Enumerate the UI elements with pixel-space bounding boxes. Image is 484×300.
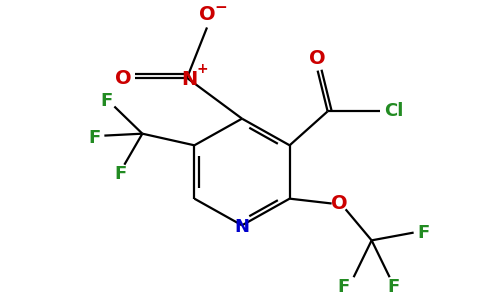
Text: F: F xyxy=(388,278,400,296)
Text: N: N xyxy=(235,218,249,236)
Text: N: N xyxy=(181,70,197,89)
Text: O: O xyxy=(199,5,215,24)
Text: F: F xyxy=(100,92,112,110)
Text: Cl: Cl xyxy=(384,102,403,120)
Text: O: O xyxy=(115,69,131,88)
Text: F: F xyxy=(418,224,430,242)
Text: O: O xyxy=(332,194,348,213)
Text: F: F xyxy=(88,128,101,146)
Text: +: + xyxy=(196,62,208,76)
Text: F: F xyxy=(337,278,350,296)
Text: F: F xyxy=(114,165,126,183)
Text: O: O xyxy=(309,50,326,68)
Text: −: − xyxy=(214,0,227,15)
